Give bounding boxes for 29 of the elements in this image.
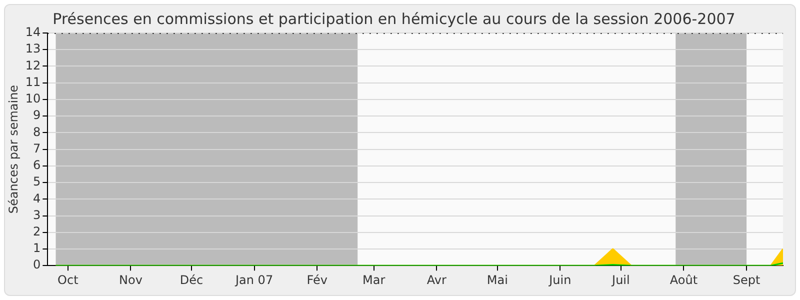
x-tick-label: Avr [426, 272, 446, 287]
x-tick-label: Jan 07 [234, 272, 274, 287]
y-tick-label: 8 [33, 124, 41, 139]
y-tick-label: 6 [33, 158, 41, 172]
y-tick-label: 10 [25, 92, 41, 106]
x-tick-label: Sept [732, 272, 760, 287]
x-tick-label: Oct [58, 272, 79, 287]
y-tick-label: 9 [33, 108, 41, 122]
y-tick-label: 5 [33, 174, 41, 189]
y-tick-label: 1 [33, 241, 41, 256]
x-tick-label: Déc [180, 272, 204, 287]
x-tick-label: Mar [362, 272, 386, 287]
y-axis-title: Séances par semaine [6, 84, 20, 214]
x-tick-label: Août [670, 272, 698, 287]
y-tick-label: 2 [33, 224, 41, 238]
x-tick-label: Juin [548, 272, 572, 287]
y-tick-label: 3 [33, 208, 41, 222]
y-tick-label: 7 [33, 141, 41, 156]
y-tick-label: 14 [25, 25, 41, 40]
y-tick-label: 11 [25, 74, 41, 89]
chart-title: Présences en commissions et participation en hémicycle au cours de la session 2006-2007 [52, 10, 736, 28]
y-tick-label: 13 [25, 42, 41, 56]
y-tick-label: 12 [25, 58, 41, 72]
y-tick-label: 0 [33, 258, 41, 272]
x-tick-label: Mai [486, 272, 508, 287]
x-tick-label: Fév [306, 272, 328, 287]
x-tick-label: Juil [611, 272, 630, 287]
x-tick-label: Nov [119, 272, 142, 287]
y-tick-label: 4 [33, 191, 41, 206]
